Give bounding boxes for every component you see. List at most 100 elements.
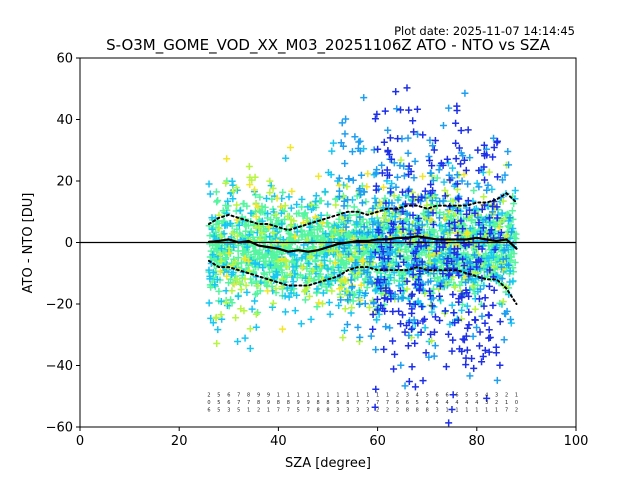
scatter-point <box>251 297 259 305</box>
bin-count-label: 6 <box>227 392 230 398</box>
scatter-point <box>396 287 404 295</box>
scatter-point <box>208 225 216 233</box>
scatter-point <box>285 293 293 301</box>
scatter-point <box>451 319 459 327</box>
scatter-point <box>306 252 314 260</box>
scatter-point <box>393 173 401 181</box>
scatter-point <box>340 261 348 269</box>
scatter-point <box>215 224 223 232</box>
scatter-point <box>458 301 466 309</box>
scatter-point <box>458 347 466 355</box>
scatter-point <box>342 115 350 123</box>
scatter-point <box>282 257 290 265</box>
scatter-point <box>444 159 452 167</box>
scatter-point <box>403 285 411 293</box>
scatter-point <box>419 172 427 180</box>
scatter-point <box>291 307 299 315</box>
scatter-point <box>222 179 230 187</box>
scatter-point <box>362 289 370 297</box>
bin-count-label: 0 <box>207 400 210 406</box>
series-line-1 <box>207 192 518 232</box>
scatter-point <box>278 255 286 263</box>
scatter-point <box>397 156 405 164</box>
bin-count-label: 5 <box>217 408 220 414</box>
scatter-point <box>402 191 410 199</box>
scatter-point <box>509 224 517 232</box>
scatter-point <box>258 202 266 210</box>
scatter-point <box>364 229 372 237</box>
scatter-point <box>431 257 439 265</box>
scatter-point <box>343 183 351 191</box>
scatter-point <box>258 229 266 237</box>
scatter-point <box>387 295 395 303</box>
scatter-point <box>394 135 402 143</box>
scatter-point <box>231 258 239 266</box>
scatter-point <box>415 276 423 284</box>
scatter-point <box>380 345 388 353</box>
scatter-point <box>283 263 291 271</box>
y-tick-label: 0 <box>65 236 73 251</box>
scatter-point <box>359 256 367 264</box>
scatter-point <box>445 419 453 427</box>
scatter-point <box>441 192 449 200</box>
scatter-point <box>426 157 434 165</box>
scatter-point <box>405 378 413 386</box>
scatter-point <box>372 182 380 190</box>
scatter-point <box>502 232 510 240</box>
bin-count-label: 7 <box>505 408 508 414</box>
scatter-point <box>229 195 237 203</box>
scatter-point <box>483 186 491 194</box>
bin-count-label: 1 <box>287 392 290 398</box>
scatter-point <box>366 273 374 281</box>
scatter-point <box>476 328 484 336</box>
scatter-point <box>454 245 462 253</box>
scatter-point <box>319 219 326 227</box>
scatter-point <box>411 383 419 391</box>
scatter-point <box>449 336 457 344</box>
scatter-point <box>408 290 416 298</box>
scatter-point <box>485 334 493 342</box>
scatter-point <box>347 276 355 284</box>
scatter-point <box>377 243 385 251</box>
scatter-point <box>384 126 392 134</box>
scatter-point <box>450 309 458 317</box>
scatter-point <box>205 266 213 274</box>
scatter-point <box>256 235 264 243</box>
scatter-point <box>335 193 343 201</box>
scatter-point <box>469 332 477 340</box>
scatter-point <box>365 259 373 267</box>
scatter-point <box>217 311 225 319</box>
scatter-point <box>475 295 483 303</box>
scatter-point <box>356 147 364 155</box>
scatter-point <box>339 142 347 150</box>
scatter-point <box>466 224 474 232</box>
scatter-point <box>458 177 466 185</box>
bin-count-label: 3 <box>485 400 488 406</box>
scatter-point <box>307 315 315 323</box>
scatter-point <box>465 292 473 300</box>
scatter-point <box>396 161 404 169</box>
x-axis-ticks: 0 20 40 60 80 100 <box>76 427 588 449</box>
bin-count-label: 5 <box>416 400 419 406</box>
scatter-point <box>409 117 417 125</box>
y-tick-label: −60 <box>46 421 73 436</box>
bin-count-label: 8 <box>426 408 429 414</box>
scatter-point <box>298 226 306 234</box>
scatter-point <box>369 204 377 212</box>
bin-count-label: 1 <box>277 392 280 398</box>
scatter-point <box>405 226 413 234</box>
scatter-point <box>282 154 290 162</box>
scatter-point <box>448 405 456 413</box>
scatter-point <box>237 259 245 267</box>
scatter-point <box>281 292 289 300</box>
scatter-point <box>481 176 489 184</box>
scatter-point <box>234 254 242 262</box>
scatter-point <box>443 155 451 163</box>
scatter-point <box>266 268 274 276</box>
scatter-point <box>313 285 321 293</box>
scatter-point <box>437 221 445 229</box>
scatter-point <box>441 307 449 315</box>
scatter-point <box>390 276 398 284</box>
bin-count-label: 7 <box>356 400 359 406</box>
y-tick-label: 40 <box>56 113 73 128</box>
